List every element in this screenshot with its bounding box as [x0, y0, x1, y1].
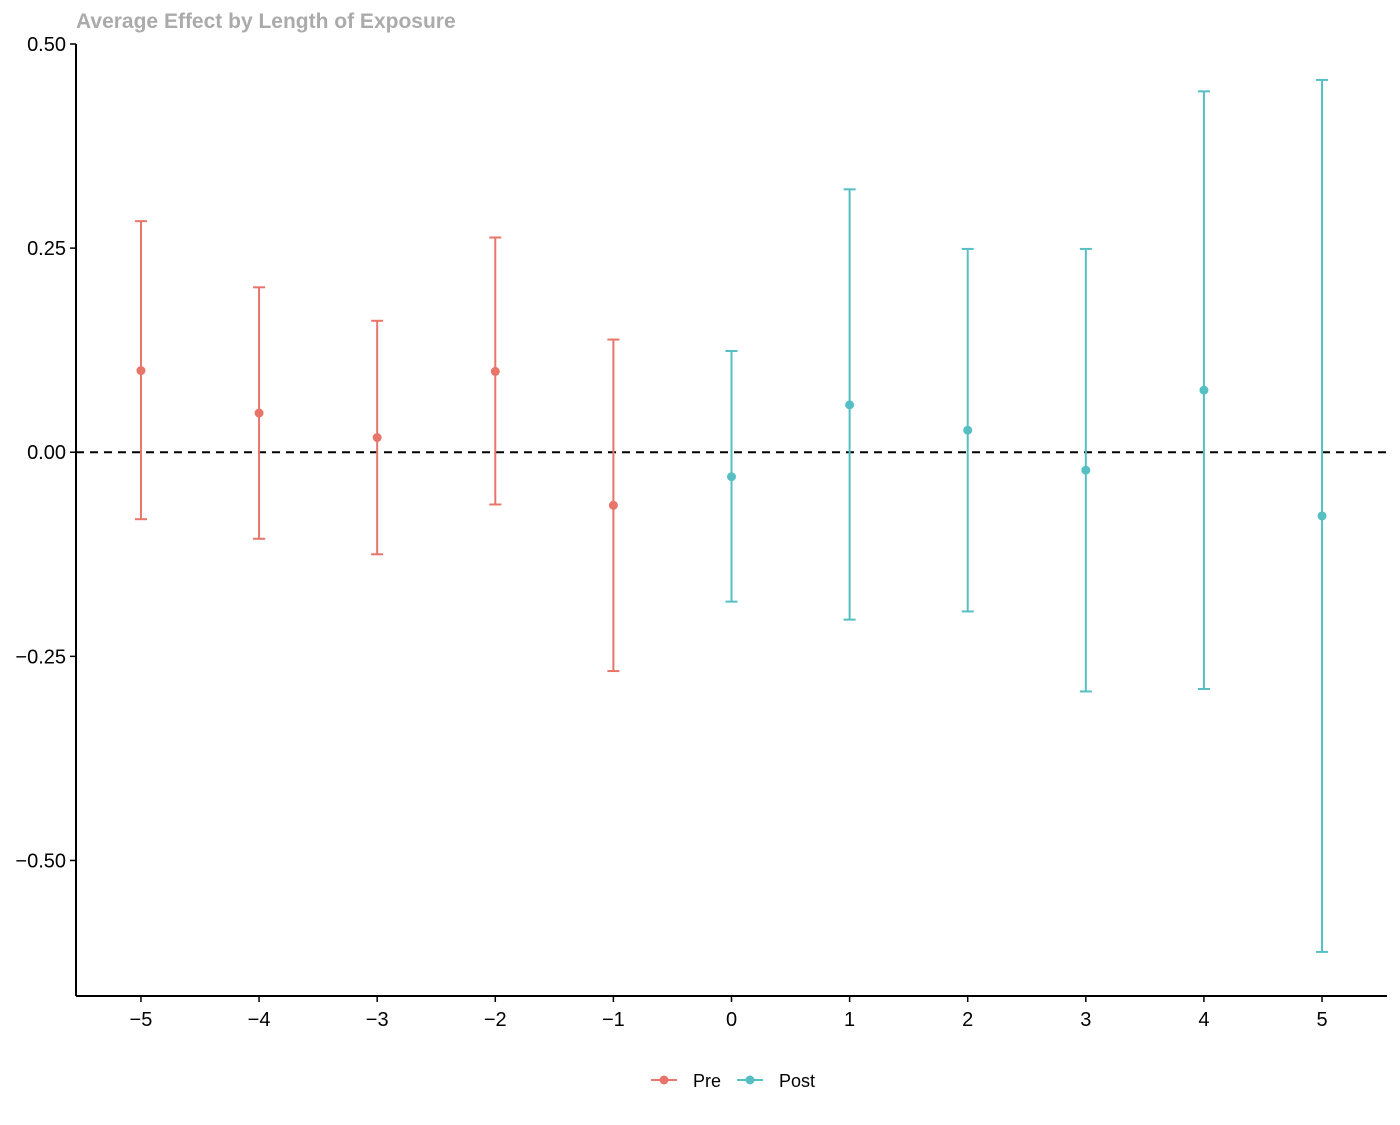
data-point [1081, 465, 1091, 475]
data-point [963, 425, 973, 435]
x-tick-label: 1 [844, 1009, 855, 1031]
x-tick-label: −5 [130, 1009, 153, 1031]
legend-item-pre: Pre [651, 1071, 721, 1091]
legend: Pre Post [651, 1071, 815, 1091]
x-tick-label: 5 [1316, 1009, 1327, 1031]
data-point [1199, 385, 1209, 395]
x-tick-label: 3 [1080, 1009, 1091, 1031]
data-point [608, 500, 618, 510]
x-tick-label: 0 [726, 1009, 737, 1031]
data-point [136, 366, 146, 376]
plot-area: 0.50 0.25 0.00 −0.25 −0.50 −5 −4 −3 −2 −1 0 1 2 3 4 5 [15, 34, 1387, 1031]
legend-key-point [745, 1075, 755, 1085]
data-point [727, 472, 736, 482]
legend-item-post: Post [737, 1071, 815, 1091]
chart-title: Average Effect by Length of Exposure [76, 10, 456, 33]
data-point [372, 433, 382, 443]
x-tick-label: −4 [248, 1009, 271, 1031]
x-tick-label: −1 [602, 1009, 625, 1031]
x-tick-label: −3 [366, 1009, 389, 1031]
legend-key-point [659, 1075, 669, 1085]
legend-label: Post [779, 1071, 815, 1091]
data-point [490, 366, 500, 376]
y-tick-label: 0.50 [27, 34, 66, 56]
y-tick-label: 0.25 [27, 238, 66, 260]
x-tick-label: 2 [962, 1009, 973, 1031]
data-point [845, 400, 855, 410]
x-tick-label: 4 [1198, 1009, 1209, 1031]
data-point [254, 408, 264, 418]
y-tick-label: −0.25 [15, 646, 66, 668]
legend-label: Pre [693, 1071, 721, 1091]
x-tick-label: −2 [484, 1009, 507, 1031]
y-tick-label: 0.00 [27, 442, 66, 464]
data-point [1317, 511, 1327, 521]
y-tick-label: −0.50 [15, 850, 66, 872]
